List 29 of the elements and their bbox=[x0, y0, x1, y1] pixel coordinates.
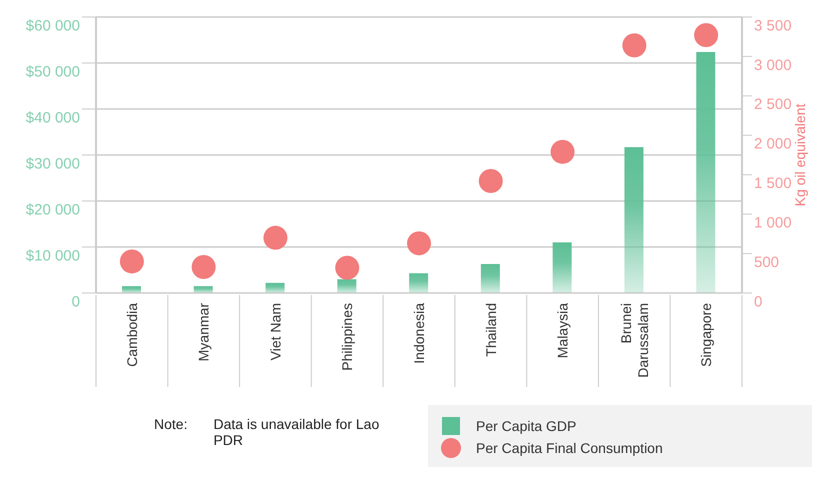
x-tick-label: Philippines bbox=[339, 303, 356, 371]
x-tick-label: Thailand bbox=[482, 303, 499, 357]
y2-axis-title: Kg oil equivalent bbox=[792, 104, 808, 206]
y2-tick-label: 2 500 bbox=[754, 96, 792, 114]
y2-tick-label: 2 000 bbox=[754, 136, 792, 153]
x-tick-label: Viet Nam bbox=[267, 303, 284, 360]
y-tick-label: $30 000 bbox=[26, 155, 80, 172]
text: Data is unavailable for Lao PDR bbox=[213, 416, 380, 448]
y-tick-label: $50 000 bbox=[26, 63, 80, 80]
y-tick-label: $20 000 bbox=[26, 201, 80, 218]
y2-tick-label: 1 000 bbox=[754, 214, 792, 232]
y2-tick-label: 1 500 bbox=[754, 175, 792, 192]
x-tick-label: Brunei Darussalam bbox=[618, 303, 651, 378]
x-tick-label: Singapore bbox=[698, 302, 714, 367]
legend-label: Per Capita Final Consumption bbox=[476, 440, 663, 456]
y-tick-label: $40 000 bbox=[26, 109, 80, 126]
y2-tick-label: 3 000 bbox=[754, 56, 792, 74]
y-tick-label: 0 bbox=[72, 293, 80, 310]
x-tick-label: Myanmar bbox=[196, 302, 212, 362]
x-tick-label: Indonesia bbox=[411, 302, 427, 364]
y2-tick-label: 0 bbox=[754, 293, 762, 310]
y-tick-label: $10 000 bbox=[26, 247, 80, 264]
legend-label: Per Capita GDP bbox=[476, 418, 576, 434]
y-tick-label: $60 000 bbox=[26, 17, 80, 34]
text: Note: bbox=[154, 416, 188, 434]
y2-tick-label: 3 500 bbox=[754, 17, 792, 34]
x-tick-label: Malaysia bbox=[554, 302, 571, 358]
y2-tick-label: 500 bbox=[754, 254, 780, 271]
x-tick-label: Cambodia bbox=[124, 302, 140, 367]
